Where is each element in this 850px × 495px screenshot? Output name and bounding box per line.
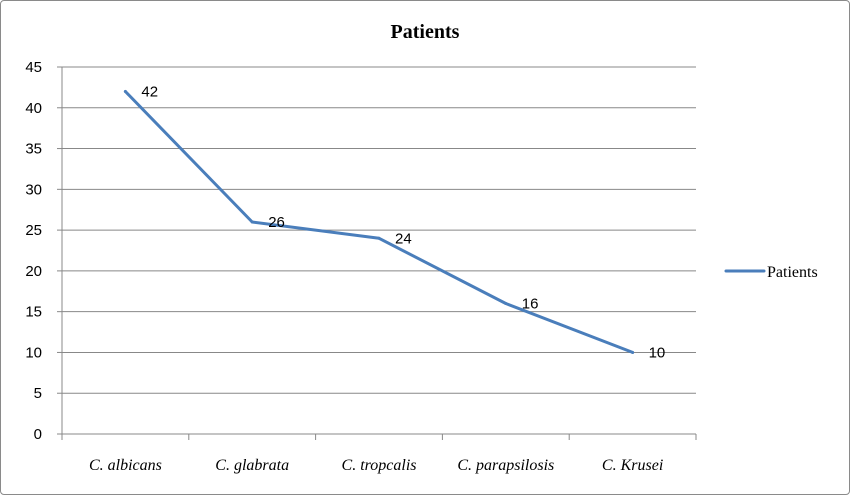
axes: [57, 66, 697, 440]
data-label: 42: [141, 83, 158, 100]
x-tick-label: C. Krusei: [602, 457, 663, 474]
gridlines: [62, 66, 696, 394]
data-label: 10: [649, 344, 666, 361]
legend: Patients: [724, 264, 818, 281]
y-tick-label: 35: [25, 141, 42, 158]
data-point: [377, 236, 381, 240]
data-point: [123, 89, 127, 93]
data-label: 24: [395, 230, 412, 247]
x-tick-label: C. tropcalis: [342, 457, 417, 474]
x-axis-tick-labels: C. albicans C. glabrata C. tropcalis C. par…: [89, 457, 663, 474]
data-point: [250, 220, 254, 224]
x-tick-label: C. albicans: [89, 457, 162, 474]
y-tick-label: 20: [25, 263, 42, 280]
y-tick-label: 30: [25, 181, 42, 198]
legend-label: Patients: [767, 264, 818, 281]
x-tick-label: C. parapsilosis: [457, 457, 554, 474]
y-axis-tick-labels: 0 5 10 15 20 25 30 35 40 45: [25, 59, 42, 443]
x-tick-label: C. glabrata: [215, 457, 289, 474]
series-line: [123, 90, 635, 354]
y-tick-label: 15: [25, 304, 42, 321]
data-point: [504, 302, 508, 306]
y-tick-label: 45: [25, 59, 42, 76]
data-label: 26: [268, 214, 285, 231]
data-point: [631, 350, 635, 354]
y-tick-label: 25: [25, 222, 42, 239]
data-labels: 42 26 24 16 10: [141, 83, 665, 361]
y-tick-label: 0: [34, 426, 42, 443]
y-tick-label: 5: [34, 385, 42, 402]
chart-title: Patients: [391, 21, 460, 43]
y-tick-label: 10: [25, 344, 42, 361]
y-tick-label: 40: [25, 100, 42, 117]
data-label: 16: [522, 296, 539, 313]
series-lines: [123, 89, 635, 354]
